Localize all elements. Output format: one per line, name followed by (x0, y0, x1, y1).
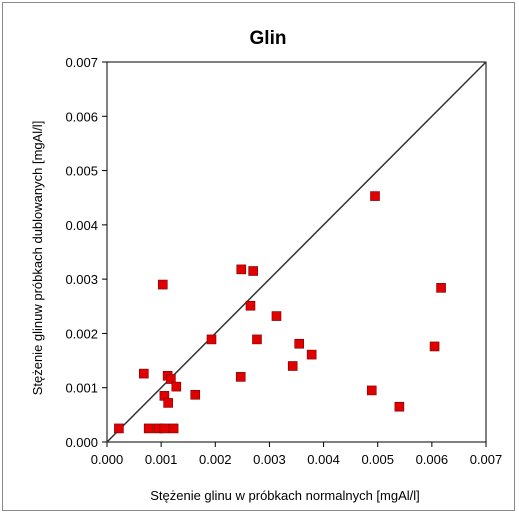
y-tick-label: 0.003 (65, 272, 98, 287)
data-point (236, 264, 247, 275)
x-tick-label: 0.007 (470, 452, 503, 467)
x-tick-label: 0.006 (416, 452, 449, 467)
data-point (163, 398, 173, 408)
data-point (166, 374, 176, 384)
data-point (287, 361, 298, 371)
data-point (171, 381, 182, 392)
data-point (370, 191, 380, 201)
plot-area: 0.000 0.001 0.002 0.003 0.004 0.005 0.006 0.007… (65, 55, 502, 467)
data-point (114, 423, 124, 434)
chart-title: Glin (250, 28, 287, 49)
data-point (429, 341, 440, 352)
x-tick-label: 0.003 (253, 452, 286, 467)
data-point (271, 311, 282, 321)
x-tick-label: 0.005 (361, 452, 394, 467)
data-point (436, 283, 446, 293)
data-point (157, 279, 168, 290)
data-point (206, 334, 217, 345)
data-point (394, 401, 405, 412)
x-tick-label: 0.000 (91, 452, 124, 467)
x-tick-label: 0.001 (145, 452, 178, 467)
y-tick-label: 0.006 (65, 109, 98, 124)
y-tick-label: 0.004 (65, 218, 98, 233)
x-axis-label: Stężenie glinu w próbkach normalnych [mg… (150, 488, 420, 503)
scatter-chart: Glin 0.000 0.001 0.002 0.003 0.004 0.005 0.006… (30, 28, 502, 503)
data-point (248, 266, 258, 276)
data-point (190, 389, 201, 400)
x-tick-label: 0.002 (199, 452, 232, 467)
data-point (252, 334, 262, 345)
y-tick-label: 0.001 (65, 381, 98, 396)
y-tick-label: 0.002 (65, 326, 98, 341)
chart-frame: Glin 0.000 0.001 0.002 0.003 0.004 0.005 0.006… (2, 2, 515, 511)
data-point (245, 300, 256, 311)
data-point (294, 338, 305, 349)
data-point (143, 423, 154, 434)
data-point (139, 368, 149, 379)
reference-line (106, 61, 487, 443)
plot-border (106, 61, 487, 443)
data-point (235, 372, 246, 382)
data-point (168, 423, 179, 434)
y-tick-label: 0.007 (65, 55, 98, 70)
y-tick-label: 0.005 (65, 164, 98, 179)
data-point (366, 385, 377, 396)
y-tick-label: 0.000 (65, 435, 98, 450)
data-point (306, 349, 317, 360)
data-point (159, 423, 170, 434)
y-axis-label: Stężenie glinuw próbkach dublowanych [mg… (30, 121, 45, 396)
x-tick-label: 0.004 (307, 452, 340, 467)
